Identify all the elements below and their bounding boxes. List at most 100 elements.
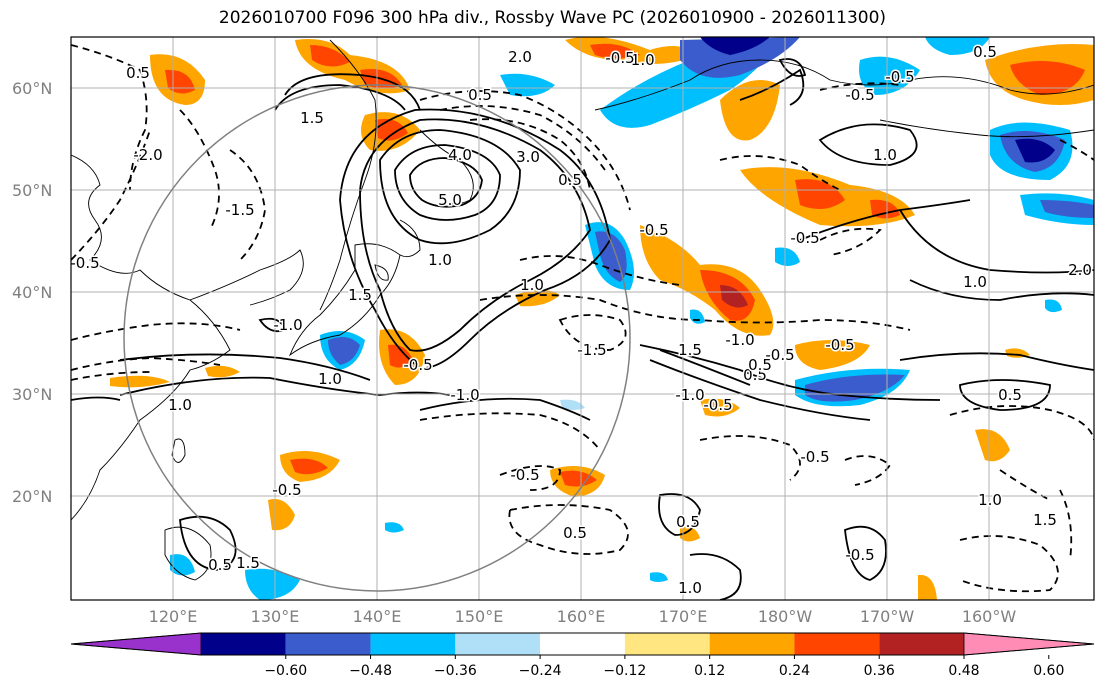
contour-line <box>479 294 911 331</box>
patch-positive <box>975 429 1010 462</box>
colorbar-tick-label: −0.36 <box>434 663 477 679</box>
contour-label: 0.5 <box>563 524 587 542</box>
colorbar-tick-label: 0.48 <box>948 663 979 679</box>
colorbar-tick-label: 0.60 <box>1033 663 1064 679</box>
patch-negative <box>680 37 800 78</box>
patch-positive <box>720 285 748 308</box>
contour-line <box>899 352 1094 371</box>
lat-label: 60°N <box>12 79 52 98</box>
contours-solid <box>71 58 1094 600</box>
contour-label: -2.0 <box>133 146 162 164</box>
patch-negative <box>925 37 990 55</box>
colorbar-arrow-right <box>963 632 1095 656</box>
contour-line <box>409 157 483 208</box>
contour-label: 1.0 <box>168 396 192 414</box>
lat-label: 30°N <box>12 385 52 404</box>
contour-label: -1.0 <box>625 51 654 69</box>
contour-label: 0.5 <box>743 366 767 384</box>
contour-line <box>649 359 871 421</box>
contour-line <box>379 129 521 245</box>
coastline <box>399 219 421 258</box>
patch-negative <box>700 37 770 55</box>
contour-line <box>359 118 591 352</box>
lat-label: 40°N <box>12 283 52 302</box>
contour-label: 3.0 <box>516 148 540 166</box>
contour-label: 0.5 <box>126 64 150 82</box>
patch-positive <box>870 199 900 219</box>
contour-line <box>274 84 406 111</box>
contour-label: 1.5 <box>678 341 702 359</box>
contour-label: -0.5 <box>403 356 432 374</box>
contour-label: 1.0 <box>978 491 1002 509</box>
contour-label: -0.5 <box>800 448 829 466</box>
contour-line <box>639 344 941 401</box>
contour-line <box>394 144 501 221</box>
patch-positive <box>795 340 870 370</box>
contour-line <box>499 465 561 491</box>
contour-line <box>439 105 606 171</box>
contour-label: 1.0 <box>318 370 342 388</box>
lon-label: 170°W <box>860 607 915 626</box>
contour-label: 0.5 <box>676 513 700 531</box>
map-frame <box>70 36 1095 601</box>
patch-positive <box>310 45 350 67</box>
contour-line <box>819 82 901 91</box>
contour-line <box>799 199 971 241</box>
contour-line <box>689 553 742 600</box>
contour-label: -0.5 <box>70 254 99 272</box>
contour-line <box>818 123 918 166</box>
coastline <box>71 154 231 521</box>
contour-line <box>844 455 892 486</box>
contour-line <box>778 58 807 77</box>
contour-label: -1.5 <box>577 341 606 359</box>
contour-line <box>469 118 591 191</box>
contour-label: -1.5 <box>225 201 254 219</box>
contour-label: 1.0 <box>678 579 702 597</box>
patch-negative <box>650 572 668 582</box>
contour-line <box>909 279 1094 301</box>
colorbar-tick-label: 0.12 <box>694 663 725 679</box>
colorbar-bin <box>540 633 625 655</box>
contour-label: -0.5 <box>825 336 854 354</box>
patch-positive <box>110 375 170 388</box>
patch-positive <box>680 526 700 542</box>
colorbar-bin <box>370 633 456 655</box>
contour-line <box>699 435 801 481</box>
contour-label: -0.5 <box>510 466 539 484</box>
contour-label: -0.5 <box>790 229 819 247</box>
contour-label: 0.5 <box>998 386 1022 404</box>
patch-negative <box>500 73 555 97</box>
patch-negative <box>859 56 920 95</box>
patch-positive <box>515 290 560 307</box>
contour-label: -0.5 <box>845 86 874 104</box>
contour-line <box>119 376 451 396</box>
contour-label: 1.0 <box>428 251 452 269</box>
colorbar-bin <box>709 633 795 655</box>
coastline <box>319 39 377 311</box>
lon-label: 120°E <box>149 607 198 626</box>
contour-label: -0.5 <box>885 68 914 86</box>
contour-line <box>119 353 371 381</box>
patch-negative <box>385 522 404 533</box>
contour-line <box>959 535 1059 593</box>
patch-positive <box>918 574 937 600</box>
colorbar-arrow-left <box>70 632 202 656</box>
coastline <box>419 129 474 205</box>
coastline <box>171 438 186 463</box>
contour-line <box>844 525 887 581</box>
contour-label: 1.0 <box>873 146 897 164</box>
contour-line <box>819 227 882 256</box>
patch-negative <box>1015 138 1055 163</box>
contour-label: 1.0 <box>963 273 987 291</box>
contour-label: 2.0 <box>508 48 532 66</box>
coastline <box>189 249 304 306</box>
patch-positive <box>560 470 597 487</box>
lat-labels: 60°N 50°N 40°N 30°N 20°N <box>12 79 52 506</box>
contour-line <box>419 90 631 211</box>
contour-line <box>959 379 1051 411</box>
lon-label: 170°E <box>659 607 708 626</box>
contour-label: -1.0 <box>450 386 479 404</box>
contour-label: -0.5 <box>272 481 301 499</box>
contour-label: 1.5 <box>348 286 372 304</box>
